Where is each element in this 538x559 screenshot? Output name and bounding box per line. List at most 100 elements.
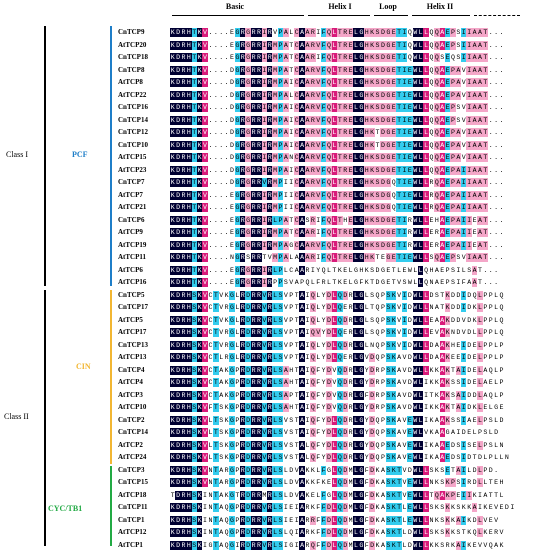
- residue: T: [337, 153, 343, 162]
- residue: E: [456, 354, 461, 361]
- residue: F: [364, 516, 369, 524]
- residue: H: [364, 128, 370, 137]
- residue: L: [353, 78, 359, 87]
- residue: .: [494, 466, 499, 474]
- residue: R: [267, 490, 273, 500]
- residue: V: [315, 140, 321, 150]
- residue: I: [466, 490, 472, 500]
- residue: S: [402, 279, 407, 286]
- residue: .: [488, 254, 493, 261]
- residue: S: [370, 316, 375, 324]
- residue: T: [482, 190, 489, 200]
- residue: D: [369, 453, 375, 462]
- residue: L: [417, 28, 424, 37]
- residue: A: [439, 490, 445, 500]
- residue: A: [439, 353, 445, 362]
- residue: F: [320, 78, 327, 87]
- residue: G: [229, 428, 235, 437]
- residue: A: [455, 390, 462, 400]
- residue: A: [299, 515, 305, 525]
- residue: A: [439, 365, 445, 375]
- residue: R: [250, 90, 257, 100]
- residue: S: [277, 415, 284, 425]
- residue: K: [391, 515, 397, 525]
- residue: L: [417, 228, 424, 237]
- residue: F: [320, 515, 327, 525]
- residue: Q: [337, 515, 343, 525]
- residue: .: [224, 191, 229, 199]
- residue: D: [504, 504, 509, 511]
- residue: G: [245, 103, 251, 112]
- residue: G: [358, 253, 365, 262]
- residue: D: [451, 454, 455, 461]
- residue: E: [230, 229, 234, 236]
- sequence-name: CnTCP12: [118, 128, 148, 136]
- residue: D: [326, 290, 332, 300]
- residue: P: [380, 391, 385, 399]
- residue: T: [396, 28, 402, 37]
- residue: V: [402, 379, 407, 386]
- sequence-name: CnTCP16: [118, 103, 148, 111]
- residue: V: [332, 404, 337, 411]
- residue: .: [219, 91, 224, 99]
- residue: K: [196, 365, 203, 375]
- residue: .: [224, 241, 229, 249]
- residue: F: [320, 115, 327, 125]
- residue: A: [219, 466, 224, 474]
- residue: R: [250, 240, 257, 250]
- residue: S: [467, 266, 472, 274]
- residue: R: [310, 253, 316, 262]
- sequence-row: KDRHSKINTAQGPRDRRVRLSIEIARRFFDLQDMLGFDKA…: [170, 515, 499, 525]
- residue: G: [358, 415, 365, 425]
- residue: D: [175, 503, 181, 512]
- residue: G: [234, 228, 241, 237]
- residue: D: [245, 440, 251, 450]
- residue: D: [369, 440, 375, 450]
- residue: K: [196, 78, 203, 87]
- residue: K: [196, 190, 203, 200]
- residue: R: [240, 390, 246, 400]
- residue: L: [397, 266, 402, 274]
- residue: A: [439, 65, 445, 75]
- residue: K: [369, 53, 375, 62]
- residue: G: [358, 390, 365, 400]
- residue: E: [347, 228, 354, 237]
- residue: R: [267, 78, 273, 87]
- residue: D: [175, 228, 181, 237]
- residue: N: [208, 529, 213, 536]
- residue: L: [423, 240, 429, 250]
- residue: Q: [326, 240, 332, 250]
- residue: K: [170, 65, 176, 75]
- residue: D: [175, 153, 181, 162]
- residue: F: [320, 178, 327, 187]
- residue: R: [180, 78, 187, 87]
- residue: .: [213, 191, 218, 199]
- residue: H: [186, 240, 192, 250]
- residue: .: [499, 116, 504, 124]
- residue: R: [256, 53, 262, 62]
- residue: G: [358, 453, 365, 462]
- residue: V: [434, 329, 439, 336]
- residue: R: [256, 315, 262, 325]
- residue: .: [499, 191, 504, 199]
- residue: P: [483, 441, 488, 449]
- residue: Q: [472, 529, 477, 536]
- residue: R: [180, 153, 187, 162]
- residue: F: [316, 404, 321, 411]
- residue: K: [170, 390, 176, 400]
- residue: S: [385, 390, 392, 400]
- residue: S: [456, 504, 461, 511]
- residue: R: [348, 341, 353, 349]
- residue: L: [494, 329, 499, 336]
- residue: R: [180, 403, 187, 412]
- residue: R: [256, 278, 262, 287]
- residue: V: [261, 428, 268, 437]
- residue: R: [256, 303, 262, 312]
- residue: K: [369, 228, 375, 237]
- residue: D: [175, 365, 181, 375]
- residue: .: [219, 229, 224, 236]
- residue: Q: [434, 128, 440, 137]
- residue: S: [370, 266, 375, 274]
- residue: R: [180, 190, 187, 200]
- residue: K: [434, 391, 439, 399]
